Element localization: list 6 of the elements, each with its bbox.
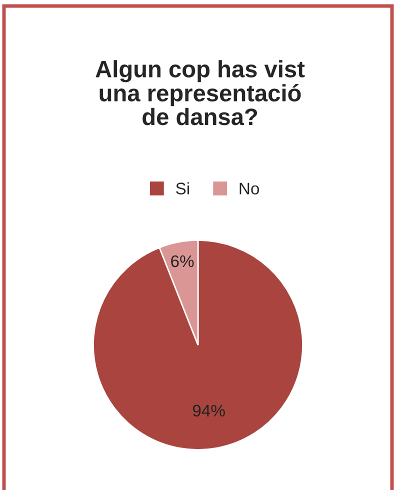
data-label: 6% <box>171 255 194 268</box>
chart-title: Algun cop has vist una representació de dansa? <box>96 60 305 126</box>
legend-label: Si <box>176 182 189 194</box>
data-label: 94% <box>192 404 225 417</box>
legend-label: No <box>240 182 260 194</box>
pie-slice <box>92 240 304 450</box>
